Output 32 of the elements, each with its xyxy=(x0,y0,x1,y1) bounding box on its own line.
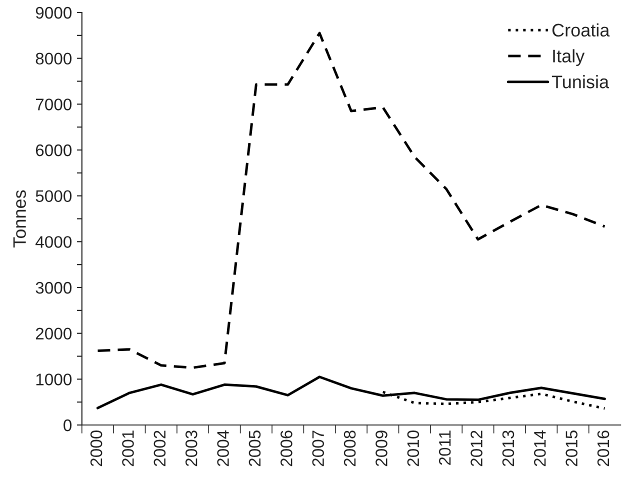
y-tick-label: 9000 xyxy=(36,6,72,19)
x-tick-label: 2014 xyxy=(534,430,546,466)
x-tick-label: 2009 xyxy=(376,430,388,466)
line-series xyxy=(96,376,606,410)
x-tick-label: 2005 xyxy=(248,430,261,466)
x-tick-label: 2010 xyxy=(407,430,420,466)
y-tick-label: 5000 xyxy=(36,190,72,202)
y-tick-label: 3000 xyxy=(36,282,72,294)
x-tick-label: 2008 xyxy=(344,430,356,466)
x-tick-label: 2001 xyxy=(122,430,134,466)
y-tick-label: 6000 xyxy=(36,144,72,156)
y-tick-label: 8000 xyxy=(36,52,72,65)
x-tick-label: 2013 xyxy=(502,430,514,466)
y-tick-label: 7000 xyxy=(36,98,72,110)
y-tick-label: 2000 xyxy=(36,328,72,340)
y-tick-label: 1000 xyxy=(36,374,72,386)
x-tick-label: 2016 xyxy=(597,430,610,466)
y-axis-title: Tonnes xyxy=(13,190,26,248)
legend-label: Italy xyxy=(553,49,585,66)
x-tick-label: 2000 xyxy=(90,430,102,466)
y-tick-label: 4000 xyxy=(35,236,72,248)
legend-label: Tunisia xyxy=(552,75,610,88)
x-tick-label: 2012 xyxy=(470,430,482,466)
x-tick-label: 2007 xyxy=(312,430,324,466)
x-tick-label: 2011 xyxy=(438,430,451,465)
x-tick-label: 2004 xyxy=(217,430,229,466)
x-tick-label: 2015 xyxy=(566,430,578,466)
legend-label: Croatia xyxy=(552,23,610,37)
x-tick-label: 2006 xyxy=(280,430,292,466)
x-tick-label: 2002 xyxy=(154,430,166,466)
y-tick-label: 0 xyxy=(64,419,72,432)
x-tick-label: 2003 xyxy=(185,430,198,466)
